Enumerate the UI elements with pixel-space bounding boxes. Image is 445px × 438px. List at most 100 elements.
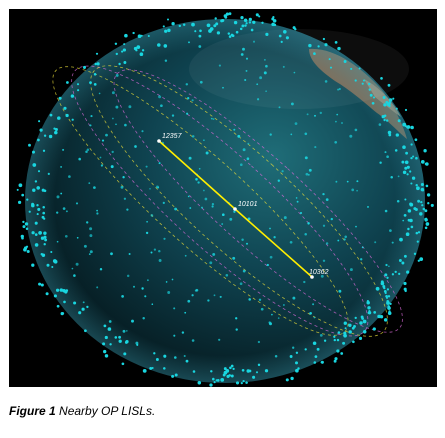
satellite-dot	[82, 65, 87, 69]
satellite-dot	[98, 92, 101, 95]
satellite-10362[interactable]: 10362	[309, 269, 329, 279]
satellite-dot	[46, 263, 50, 267]
satellite-12357[interactable]: 12357	[157, 133, 183, 143]
satellite-dot	[362, 330, 367, 334]
satellite-dot	[362, 319, 367, 324]
satellite-dot	[34, 243, 39, 247]
satellite-dot	[96, 212, 99, 215]
satellite-dot	[24, 246, 28, 250]
satellite-dot	[383, 318, 388, 322]
satellite-dot	[209, 27, 214, 31]
satellite-dot	[265, 32, 269, 36]
satellite-dot	[195, 178, 198, 181]
satellite-dot	[133, 46, 138, 51]
satellite-dot	[18, 183, 23, 188]
satellite-dot	[155, 358, 159, 361]
satellite-dot	[192, 370, 196, 373]
satellite-dot	[153, 352, 156, 355]
satellite-dot	[185, 83, 189, 86]
satellite-dot	[416, 240, 419, 243]
satellite-dot	[111, 91, 115, 95]
satellite-dot	[235, 328, 238, 331]
satellite-dot	[114, 336, 118, 339]
satellite-dot	[93, 73, 97, 76]
figure-caption: Figure 1 Nearby OP LISLs.	[9, 397, 437, 425]
satellite-dot	[53, 294, 57, 298]
satellite-dot	[406, 165, 410, 169]
satellite-dot	[377, 314, 381, 319]
satellite-dot	[392, 97, 395, 100]
satellite-dot	[122, 329, 126, 333]
satellite-dot	[303, 280, 306, 284]
satellite-dot	[42, 149, 46, 152]
satellite-dot	[245, 381, 248, 384]
satellite-dot	[26, 249, 30, 254]
satellite-dot	[335, 180, 338, 183]
satellite-dot	[42, 211, 46, 215]
satellite-dot	[86, 305, 89, 309]
satellite-dot	[228, 374, 231, 377]
satellite-dot	[349, 134, 353, 138]
satellite-dot	[292, 296, 296, 300]
satellite-dot	[285, 36, 289, 40]
satellite-dot	[104, 354, 109, 358]
satellite-dot	[320, 361, 323, 364]
satellite-dot	[32, 188, 36, 192]
satellite-dot	[352, 340, 355, 344]
satellite-dot	[409, 202, 414, 207]
satellite-dot	[304, 132, 308, 136]
satellite-dot	[386, 276, 389, 279]
satellite-dot	[56, 304, 60, 308]
satellite-dot	[43, 134, 47, 137]
satellite-dot	[48, 134, 53, 139]
satellite-dot	[191, 294, 194, 297]
satellite-dot	[216, 31, 221, 35]
satellite-dot	[245, 22, 248, 25]
satellite-dot	[230, 33, 234, 37]
satellite-dot	[336, 349, 340, 353]
satellite-dot	[43, 231, 47, 235]
satellite-dot	[390, 175, 393, 179]
satellite-dot	[184, 254, 187, 257]
satellite-dot	[174, 356, 177, 359]
satellite-dot	[367, 82, 371, 86]
satellite-dot	[223, 367, 227, 371]
satellite-dot	[423, 149, 427, 153]
satellite-dot	[44, 238, 48, 242]
satellite-dot	[182, 23, 186, 27]
satellite-dot	[147, 34, 150, 38]
satellite-dot	[78, 157, 81, 161]
satellite-dot	[125, 330, 128, 332]
satellite-dot	[171, 22, 175, 26]
satellite-dot	[103, 349, 107, 354]
satellite-dot	[39, 128, 43, 132]
satellite-dot	[71, 267, 74, 270]
satellite-dot	[405, 151, 408, 155]
satellite-dot	[425, 222, 430, 226]
satellite-dot	[403, 214, 407, 217]
satellite-dot	[139, 52, 144, 56]
satellite-dot	[319, 111, 322, 115]
satellite-dot	[203, 139, 205, 142]
satellite-dot	[133, 285, 135, 288]
satellite-dot	[242, 379, 245, 383]
satellite-dot	[121, 50, 124, 53]
satellite-dot	[158, 259, 162, 262]
satellite-10101[interactable]: 10101	[233, 201, 258, 211]
satellite-dot	[201, 206, 203, 209]
satellite-dot	[247, 142, 250, 145]
satellite-dot	[229, 366, 232, 370]
satellite-dot	[257, 363, 261, 367]
satellite-dot	[94, 62, 97, 66]
satellite-dot	[167, 18, 169, 21]
satellite-dot	[100, 164, 103, 167]
satellite-dot	[324, 43, 328, 47]
satellite-dot	[181, 331, 185, 334]
satellite-dot	[55, 288, 60, 292]
satellite-dot	[40, 283, 44, 287]
satellite-dot	[386, 301, 390, 305]
satellite-dot	[171, 278, 174, 281]
satellite-dot	[314, 114, 316, 117]
satellite-dot	[245, 242, 249, 245]
satellite-dot	[128, 253, 131, 255]
